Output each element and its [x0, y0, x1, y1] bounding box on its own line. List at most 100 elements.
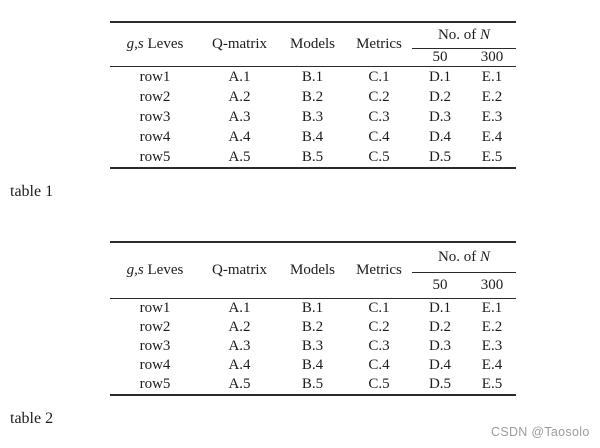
- table-row: row4 A.4 B.4 C.4 D.4 E.4: [110, 356, 516, 375]
- table-cell: D.4: [428, 128, 452, 145]
- table-cell: D.3: [428, 108, 452, 125]
- table-2-caption: table 2: [10, 410, 54, 427]
- table-cell: A.2: [228, 319, 251, 336]
- table-row: row1 A.1 B.1 C.1 D.1 E.1: [110, 299, 516, 319]
- table-1-caption: table 1: [10, 183, 54, 200]
- table-cell: row1: [139, 68, 171, 85]
- table-cell: B.5: [301, 376, 324, 393]
- header-q-matrix: Q-matrix: [212, 262, 267, 279]
- table-cell: B.3: [301, 108, 324, 125]
- table-cell: E.1: [481, 300, 503, 317]
- header-no-of-n: No. of N: [412, 242, 516, 273]
- table-cell: row3: [139, 338, 171, 355]
- table-cell: A.4: [228, 128, 251, 145]
- math-gs: g,s: [126, 36, 144, 53]
- table-cell: C.2: [368, 319, 390, 336]
- table-cell: E.3: [481, 338, 503, 355]
- table-cell: A.3: [228, 338, 251, 355]
- header-models: Models: [290, 262, 335, 279]
- table-row: row5 A.5 B.5 C.5 D.5 E.5: [110, 375, 516, 395]
- header-sub-300: 300: [480, 49, 504, 66]
- table-cell: row4: [139, 128, 171, 145]
- header-metrics: Metrics: [356, 262, 402, 279]
- table-cell: E.2: [481, 319, 503, 336]
- table-row: row4 A.4 B.4 C.4 D.4 E.4: [110, 127, 516, 147]
- table-cell: A.4: [228, 357, 251, 374]
- table-cell: C.5: [368, 376, 390, 393]
- table-cell: A.1: [228, 300, 251, 317]
- table-cell: B.3: [301, 338, 324, 355]
- header-gs-leves: g,s Leves: [110, 242, 200, 299]
- table-1: g,s Leves Q-matrix Models Metrics No. of…: [110, 21, 516, 169]
- table-row: row2 A.2 B.2 C.2 D.2 E.2: [110, 318, 516, 337]
- table-cell: E.3: [481, 108, 503, 125]
- table-cell: B.2: [301, 88, 324, 105]
- table-cell: D.4: [428, 357, 452, 374]
- table-cell: E.4: [481, 357, 503, 374]
- table-cell: B.1: [301, 68, 324, 85]
- table-cell: C.3: [368, 338, 390, 355]
- table-cell: E.1: [481, 68, 503, 85]
- table-row: row2 A.2 B.2 C.2 D.2 E.2: [110, 87, 516, 107]
- table-cell: E.5: [481, 148, 503, 165]
- table-2: g,s Leves Q-matrix Models Metrics No. of…: [110, 241, 516, 396]
- table-2-grid: g,s Leves Q-matrix Models Metrics No. of…: [110, 241, 516, 396]
- table-cell: C.1: [368, 300, 390, 317]
- table-cell: C.3: [368, 108, 390, 125]
- table-cell: E.5: [481, 376, 503, 393]
- table-cell: D.2: [428, 319, 452, 336]
- table-cell: D.5: [428, 148, 452, 165]
- table-cell: B.4: [301, 357, 324, 374]
- header-q-matrix: Q-matrix: [212, 36, 267, 53]
- table-cell: C.1: [368, 68, 390, 85]
- table-cell: row2: [139, 319, 171, 336]
- table-cell: D.1: [428, 68, 452, 85]
- table-cell: B.4: [301, 128, 324, 145]
- table-cell: row5: [139, 376, 171, 393]
- table-2-header-row: g,s Leves Q-matrix Models Metrics No. of…: [110, 242, 516, 278]
- table-cell: D.1: [428, 300, 452, 317]
- table-row: row3 A.3 B.3 C.3 D.3 E.3: [110, 337, 516, 356]
- header-models: Models: [290, 36, 335, 53]
- header-sub-50: 50: [432, 49, 448, 66]
- table-cell: row4: [139, 357, 171, 374]
- table-cell: A.1: [228, 68, 251, 85]
- table-cell: row5: [139, 148, 171, 165]
- header-sub-50: 50: [432, 277, 448, 294]
- table-cell: row2: [139, 88, 171, 105]
- table-cell: A.3: [228, 108, 251, 125]
- table-cell: D.2: [428, 88, 452, 105]
- table-cell: B.1: [301, 300, 324, 317]
- table-cell: C.2: [368, 88, 390, 105]
- table-cell: A.2: [228, 88, 251, 105]
- table-cell: B.2: [301, 319, 324, 336]
- math-n: N: [480, 249, 491, 266]
- table-cell: A.5: [228, 148, 251, 165]
- table-row: row3 A.3 B.3 C.3 D.3 E.3: [110, 107, 516, 127]
- header-gs-leves-rest: Leves: [143, 36, 184, 53]
- table-row: row5 A.5 B.5 C.5 D.5 E.5: [110, 147, 516, 168]
- header-gs-leves-rest: Leves: [143, 262, 184, 279]
- table-cell: C.4: [368, 357, 390, 374]
- math-gs: g,s: [126, 262, 144, 279]
- table-row: row1 A.1 B.1 C.1 D.1 E.1: [110, 67, 516, 88]
- table-1-subheader-row: 50 300: [110, 49, 516, 67]
- table-2-subheader-row: 50 300: [110, 273, 516, 299]
- table-cell: D.3: [428, 338, 452, 355]
- table-cell: A.5: [228, 376, 251, 393]
- table-1-grid: g,s Leves Q-matrix Models Metrics No. of…: [110, 21, 516, 169]
- table-1-header-row: g,s Leves Q-matrix Models Metrics No. of…: [110, 22, 516, 52]
- header-no-of-n: No. of N: [412, 22, 516, 49]
- table-cell: row1: [139, 300, 171, 317]
- table-cell: E.4: [481, 128, 503, 145]
- math-n: N: [480, 27, 491, 44]
- table-cell: C.5: [368, 148, 390, 165]
- table-cell: C.4: [368, 128, 390, 145]
- header-gs-leves: g,s Leves: [110, 22, 200, 67]
- header-no-of: No. of: [437, 249, 481, 266]
- header-sub-300: 300: [480, 277, 504, 294]
- table-cell: E.2: [481, 88, 503, 105]
- header-metrics: Metrics: [356, 36, 402, 53]
- table-cell: D.5: [428, 376, 452, 393]
- table-cell: row3: [139, 108, 171, 125]
